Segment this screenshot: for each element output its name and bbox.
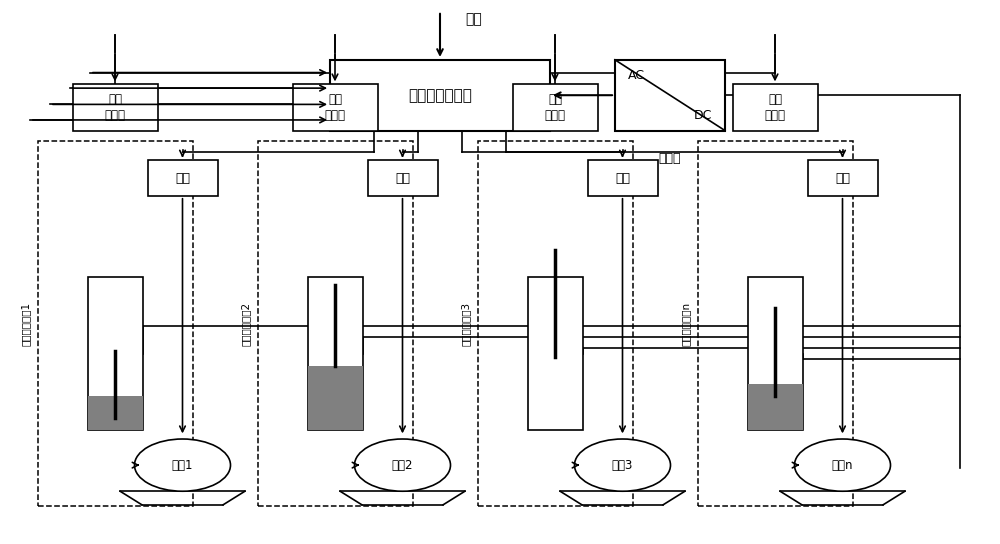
Text: 能量互馈控制器: 能量互馈控制器 xyxy=(408,88,472,103)
Bar xyxy=(808,160,878,196)
Bar xyxy=(293,84,378,131)
Text: 电网: 电网 xyxy=(465,12,482,26)
Bar xyxy=(732,84,818,131)
Bar xyxy=(368,160,438,196)
Text: 电机2: 电机2 xyxy=(392,459,413,472)
Text: 变频: 变频 xyxy=(835,172,850,184)
Text: 位置
传感器: 位置 传感器 xyxy=(105,93,126,122)
Bar xyxy=(148,160,218,196)
Circle shape xyxy=(574,439,670,491)
Bar xyxy=(588,160,658,196)
Text: 位置
传感器: 位置 传感器 xyxy=(544,93,566,122)
Bar xyxy=(748,277,802,430)
Bar xyxy=(615,60,725,131)
Text: 变频: 变频 xyxy=(615,172,630,184)
Bar xyxy=(513,84,598,131)
Text: 有杆抽油设备1: 有杆抽油设备1 xyxy=(20,301,31,346)
Bar xyxy=(258,141,413,506)
Text: 变频: 变频 xyxy=(395,172,410,184)
Circle shape xyxy=(794,439,891,491)
Text: AC: AC xyxy=(628,69,645,82)
Text: DC: DC xyxy=(694,109,712,122)
Text: 电机n: 电机n xyxy=(832,459,853,472)
Text: 变频: 变频 xyxy=(175,172,190,184)
Circle shape xyxy=(355,439,451,491)
Text: 位置
传感器: 位置 传感器 xyxy=(324,93,346,122)
Text: 有杆抽油设备n: 有杆抽油设备n xyxy=(680,301,690,346)
Bar xyxy=(748,384,802,430)
Text: 有杆抽油设备2: 有杆抽油设备2 xyxy=(240,301,250,346)
Bar xyxy=(308,277,362,430)
Bar xyxy=(308,366,362,430)
Text: 电机3: 电机3 xyxy=(612,459,633,472)
Bar xyxy=(73,84,158,131)
Text: 有杆抽油设备3: 有杆抽油设备3 xyxy=(460,301,471,346)
Bar xyxy=(698,141,852,506)
Text: 位置
传感器: 位置 传感器 xyxy=(765,93,786,122)
Text: 逆变器: 逆变器 xyxy=(659,152,681,165)
Text: 电机1: 电机1 xyxy=(172,459,193,472)
Bar xyxy=(38,141,192,506)
Bar xyxy=(88,277,143,430)
Bar xyxy=(478,141,633,506)
Bar xyxy=(528,277,583,430)
Bar xyxy=(88,396,143,430)
Circle shape xyxy=(135,439,231,491)
Bar xyxy=(330,60,550,131)
